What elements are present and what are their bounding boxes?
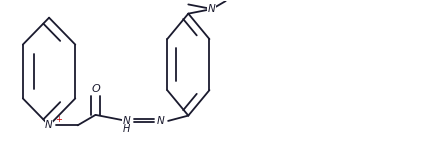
Text: N: N [157,116,165,126]
Text: N: N [45,120,53,130]
Text: N: N [208,4,216,14]
Text: H: H [123,124,130,134]
Text: O: O [91,84,100,94]
Text: +: + [55,115,62,124]
Text: N: N [123,116,130,126]
